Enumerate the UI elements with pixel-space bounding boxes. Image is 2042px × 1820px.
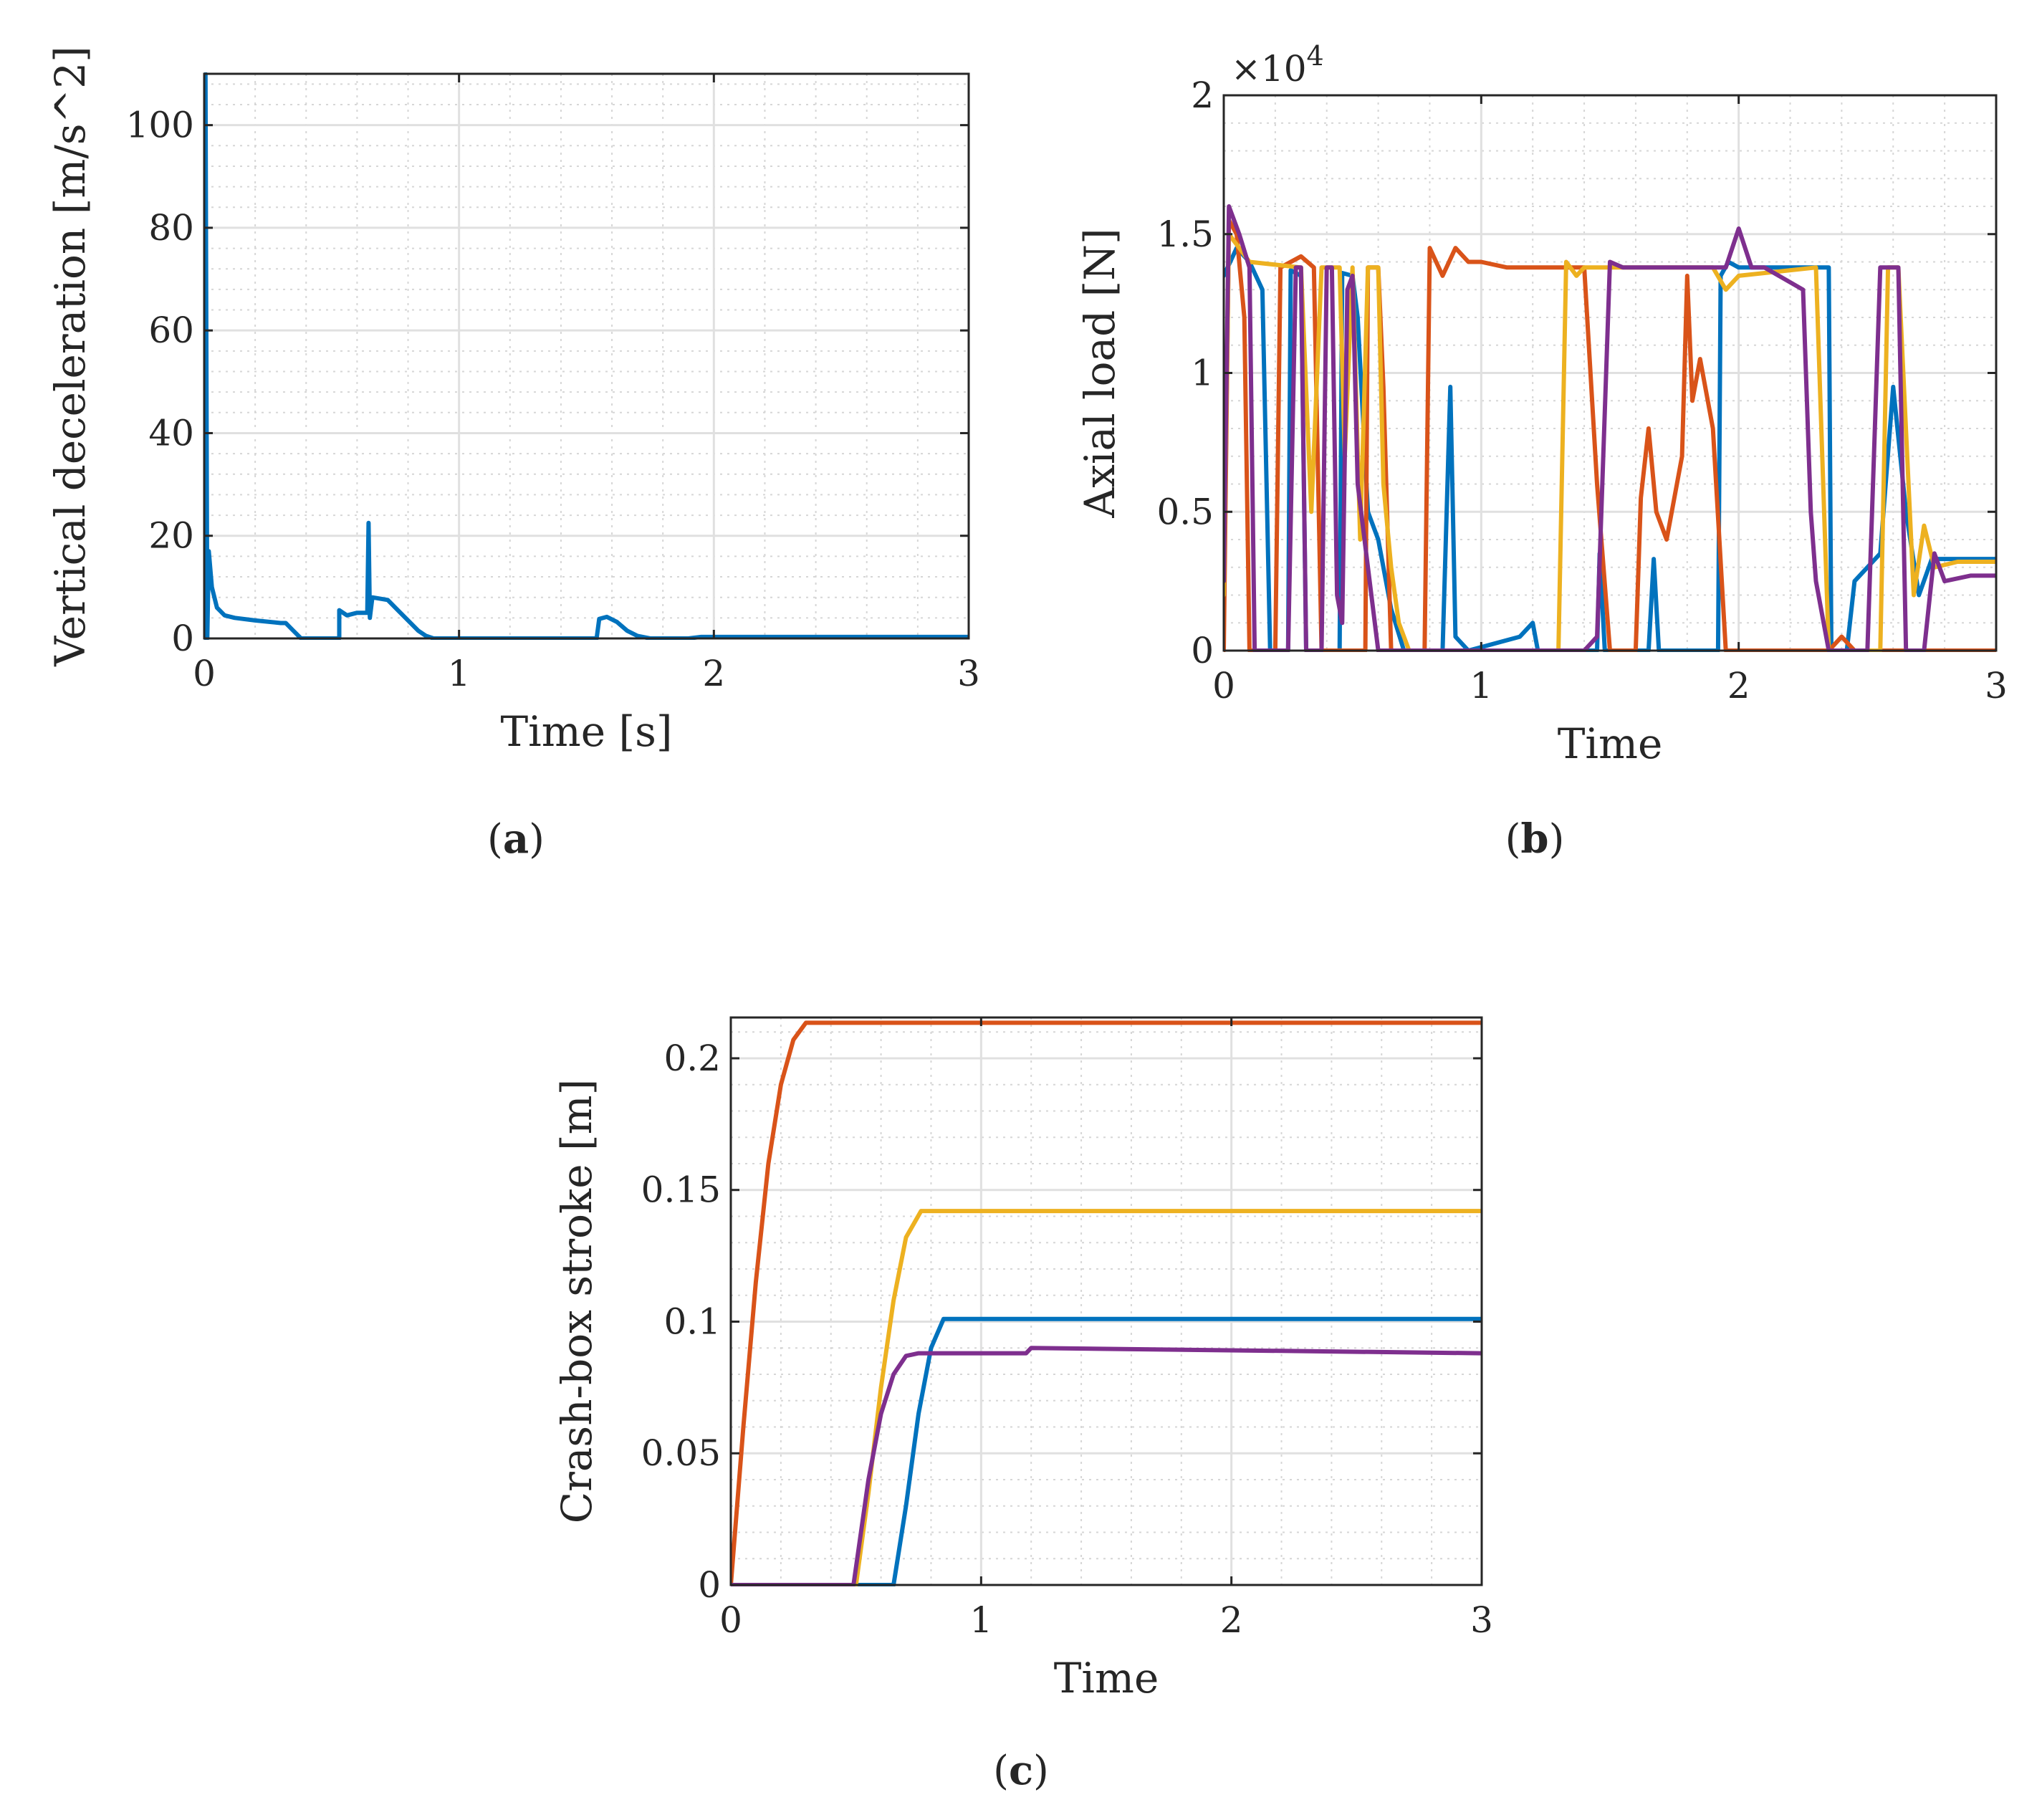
- series-line-3: [731, 1209, 1482, 1586]
- x-axis-label: Time [s]: [500, 707, 672, 756]
- caption-open-paren: (: [1505, 816, 1521, 863]
- y-tick-label: 0.1: [663, 1301, 721, 1342]
- x-tick-label: 2: [1727, 665, 1750, 707]
- x-tick-label: 0: [1212, 665, 1235, 707]
- caption-open-paren: (: [487, 816, 503, 863]
- x-tick-label: 1: [1470, 665, 1492, 707]
- y-exponent-label: ×104: [1231, 40, 1324, 90]
- axes-box: [203, 72, 970, 640]
- panel-caption: (c): [993, 1747, 1049, 1794]
- y-tick-label: 1.5: [1156, 214, 1214, 255]
- x-tick-label: 3: [1985, 665, 2008, 707]
- x-axis-label: Time: [1558, 719, 1663, 768]
- y-tick-label: 0: [1191, 630, 1214, 671]
- y-tick-label: 0.05: [641, 1432, 721, 1474]
- x-tick-label: 2: [702, 653, 725, 694]
- caption-letter: b: [1520, 815, 1548, 863]
- y-tick-label: 0: [171, 618, 194, 659]
- chart-a: 0 1 2 3 0 20 40 60 80 100 Time [s] Vertical deceler…: [46, 46, 980, 863]
- series-group: [204, 72, 969, 640]
- y-axis-label: Vertical deceleration [m/s^2]: [46, 46, 95, 667]
- panel-caption: (a): [487, 815, 545, 863]
- y-tick-label: 0.2: [663, 1038, 721, 1079]
- y-tick-label: 1: [1191, 353, 1214, 394]
- plot-area: [204, 74, 969, 638]
- y-tick-label: 20: [148, 515, 194, 557]
- y-tick-label: 0: [698, 1564, 721, 1606]
- y-tick-label: 60: [148, 310, 194, 351]
- chart-c: 0 1 2 3 0 0.05 0.1 0.15 0.2 Time Crash-box stroke …: [552, 1016, 1493, 1794]
- x-tick-label: 3: [957, 653, 980, 694]
- chart-b: 0 1 2 3 0 0.5 1 1.5 2 ×104 Time Axial load [N] (b): [1075, 40, 2008, 863]
- y-tick-label: 40: [148, 412, 194, 454]
- grid: [203, 74, 970, 640]
- caption-letter: a: [503, 815, 529, 863]
- series-line-2: [731, 1020, 1482, 1586]
- y-tick-label: 0.15: [641, 1169, 721, 1211]
- plot-area: [731, 1017, 1482, 1585]
- x-tick-label: 0: [719, 1599, 742, 1641]
- x-axis-label: Time: [1054, 1654, 1159, 1702]
- series-line-1: [204, 72, 969, 640]
- y-tick-label: 100: [126, 105, 194, 146]
- caption-close-paren: ): [529, 816, 545, 863]
- y-tick-label: 80: [148, 207, 194, 249]
- axes-box: [729, 1016, 1483, 1586]
- x-tick-label: 2: [1220, 1599, 1243, 1641]
- y-tick-label: 2: [1191, 75, 1214, 116]
- caption-close-paren: ): [1549, 816, 1565, 863]
- x-tick-label: 3: [1470, 1599, 1493, 1641]
- exponent-base: ×10: [1231, 48, 1307, 90]
- y-tick-label: 0.5: [1156, 491, 1214, 532]
- series-line-4: [1224, 204, 1996, 652]
- y-axis-label: Crash-box stroke [m]: [552, 1079, 601, 1523]
- x-tick-label: 0: [193, 653, 216, 694]
- y-axis-label: Axial load [N]: [1075, 228, 1124, 518]
- x-tick-label: 1: [448, 653, 471, 694]
- caption-close-paren: ): [1033, 1748, 1049, 1794]
- x-tick-label: 1: [969, 1599, 992, 1641]
- series-line-4: [731, 1346, 1482, 1586]
- panel-caption: (b): [1505, 815, 1565, 863]
- series-line-2: [1224, 218, 1996, 652]
- exponent-power: 4: [1307, 40, 1324, 72]
- caption-open-paren: (: [993, 1748, 1009, 1794]
- caption-letter: c: [1009, 1747, 1033, 1794]
